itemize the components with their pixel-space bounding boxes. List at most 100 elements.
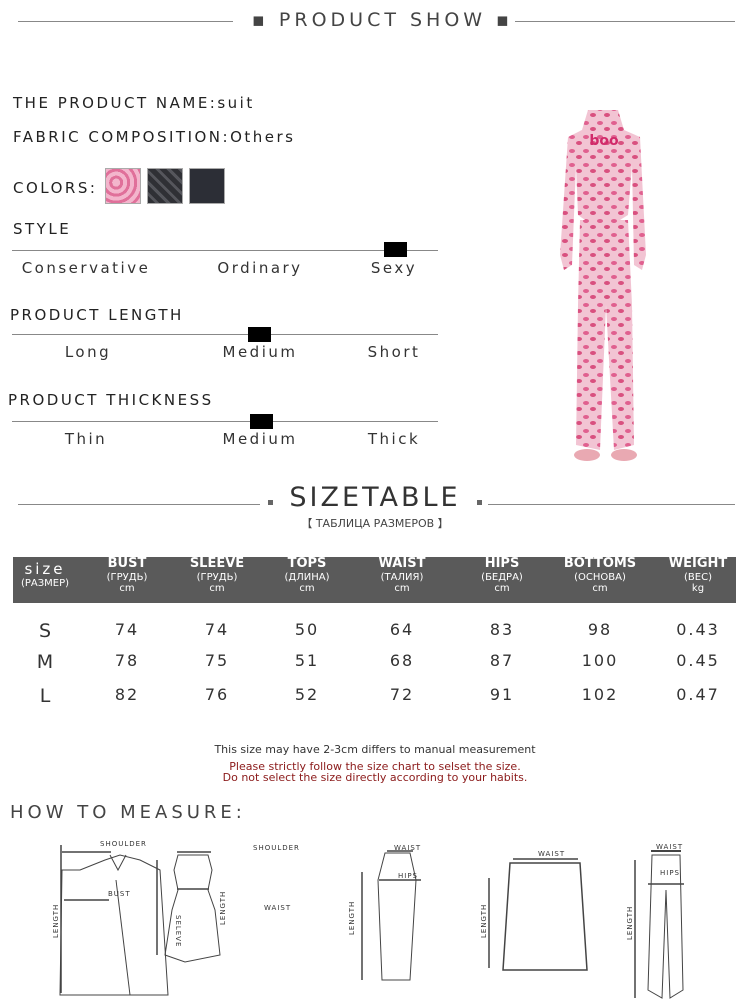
size-value-cell: 100	[581, 651, 619, 670]
size-value-cell: 0.47	[676, 685, 720, 704]
name-value: suit	[217, 94, 255, 112]
header-size: size (РАЗМЕР)	[20, 560, 70, 590]
fabric-value: Others	[230, 128, 296, 146]
skirt-sketch	[361, 850, 421, 981]
length-title: PRODUCT LENGTH	[10, 306, 184, 324]
size-value-cell: 74	[204, 620, 230, 639]
header-title: ▪ PRODUCT SHOW ▪	[252, 9, 513, 31]
measure-label: BUST	[108, 890, 131, 898]
header-sub: (ГРУДЬ)	[106, 571, 148, 583]
jacket-sketch	[59, 845, 169, 996]
color-swatch-dark-pattern[interactable]	[147, 168, 183, 204]
header-sub: (ДЛИНА)	[284, 571, 330, 583]
note-measurement: This size may have 2-3cm differs to manu…	[214, 743, 536, 756]
fabric-label: FABRIC COMPOSITION:	[13, 128, 231, 146]
thickness-title: PRODUCT THICKNESS	[8, 391, 214, 409]
size-value-cell: 68	[389, 651, 415, 670]
size-value-cell: 72	[389, 685, 415, 704]
measure-label: SHOULDER	[253, 844, 300, 852]
size-value-cell: 75	[204, 651, 230, 670]
header-bust: BUST (ГРУДЬ) cm	[106, 556, 148, 595]
measure-label: LENGTH	[219, 891, 227, 925]
header-main: SLEEVE	[189, 556, 245, 571]
bullet	[268, 500, 273, 505]
divider	[515, 21, 735, 22]
header-weight: WEIGHT (ВЕС) kg	[669, 556, 727, 595]
product-name: THE PRODUCT NAME:suit	[13, 94, 255, 112]
measure-label: HIPS	[660, 869, 680, 877]
header-title-text: PRODUCT SHOW	[278, 9, 487, 31]
measure-label: WAIST	[394, 844, 421, 852]
svg-text:boo: boo	[589, 133, 619, 149]
header-main: HIPS	[484, 556, 520, 571]
style-option: Sexy	[370, 259, 418, 277]
header-sleeve: SLEEVE (ГРУДЬ) cm	[189, 556, 245, 595]
divider	[18, 504, 260, 505]
size-table-header	[13, 557, 736, 603]
header-main: BUST	[107, 556, 147, 571]
size-value-cell: 83	[489, 620, 515, 639]
size-value-cell: 0.45	[676, 651, 720, 670]
header-main: TOPS	[287, 556, 327, 571]
header-main: BOTTOMS	[563, 556, 637, 571]
size-value-cell: 87	[489, 651, 515, 670]
style-marker	[384, 242, 407, 257]
style-title: STYLE	[13, 220, 72, 238]
dress-sketch	[156, 851, 221, 963]
measure-label: SELEVE	[174, 915, 182, 947]
header-tops: TOPS (ДЛИНА) cm	[284, 556, 330, 595]
size-value-cell: 102	[581, 685, 619, 704]
header-sub: (ОСНОВА)	[574, 571, 626, 583]
header-waist: WAIST (ТАЛИЯ) cm	[378, 556, 426, 595]
sizetable-subtitle: 【 ТАБЛИЦА РАЗМЕРОВ 】	[301, 517, 449, 530]
header-sub: (ГРУДЬ)	[196, 571, 238, 583]
measure-label: WAIST	[656, 843, 683, 851]
style-option: Ordinary	[217, 259, 303, 277]
color-swatch-pink[interactable]	[105, 168, 141, 204]
how-to-measure-title: HOW TO MEASURE:	[10, 802, 246, 823]
pants-sketch	[634, 850, 684, 999]
header-unit: cm	[209, 583, 225, 595]
colors-label: COLORS:	[13, 179, 98, 197]
length-marker	[248, 327, 271, 342]
header-main: size	[24, 560, 66, 578]
product-photo: boo	[560, 110, 646, 461]
header-hips: HIPS (БЕДРА) cm	[481, 556, 523, 595]
length-option: Long	[64, 343, 112, 361]
size-value-cell: 91	[489, 685, 515, 704]
header-main: WAIST	[378, 556, 426, 571]
size-label-cell: M	[36, 651, 54, 673]
size-label-cell: L	[39, 685, 51, 707]
header-unit: cm	[119, 583, 135, 595]
divider	[488, 504, 735, 505]
header-bottoms: BOTTOMS (ОСНОВА) cm	[563, 556, 637, 595]
size-value-cell: 50	[294, 620, 320, 639]
thickness-scale-line	[12, 421, 438, 422]
measure-label: LENGTH	[480, 904, 488, 938]
size-value-cell: 76	[204, 685, 230, 704]
header-unit: kg	[691, 583, 705, 595]
size-value-cell: 51	[294, 651, 320, 670]
header-unit: cm	[394, 583, 410, 595]
measure-label: WAIST	[538, 850, 565, 858]
note-warning: Do not select the size directly accordin…	[222, 771, 528, 784]
thickness-option: Medium	[222, 430, 298, 448]
length-scale-line	[12, 334, 438, 335]
color-swatch-black[interactable]	[189, 168, 225, 204]
measure-label: LENGTH	[626, 906, 634, 940]
size-value-cell: 78	[114, 651, 140, 670]
size-value-cell: 98	[587, 620, 613, 639]
header-sub: (ТАЛИЯ)	[380, 571, 424, 583]
header-sub: (ВЕС)	[684, 571, 712, 583]
size-value-cell: 82	[114, 685, 140, 704]
measure-label: LENGTH	[52, 904, 60, 938]
style-option: Conservative	[21, 259, 151, 277]
fabric-composition: FABRIC COMPOSITION:Others	[13, 128, 295, 146]
header-sub: (БЕДРА)	[481, 571, 523, 583]
header-sub: (РАЗМЕР)	[20, 578, 70, 590]
size-value-cell: 0.43	[676, 620, 720, 639]
name-label: THE PRODUCT NAME:	[13, 94, 218, 112]
thickness-option: Thin	[64, 430, 108, 448]
